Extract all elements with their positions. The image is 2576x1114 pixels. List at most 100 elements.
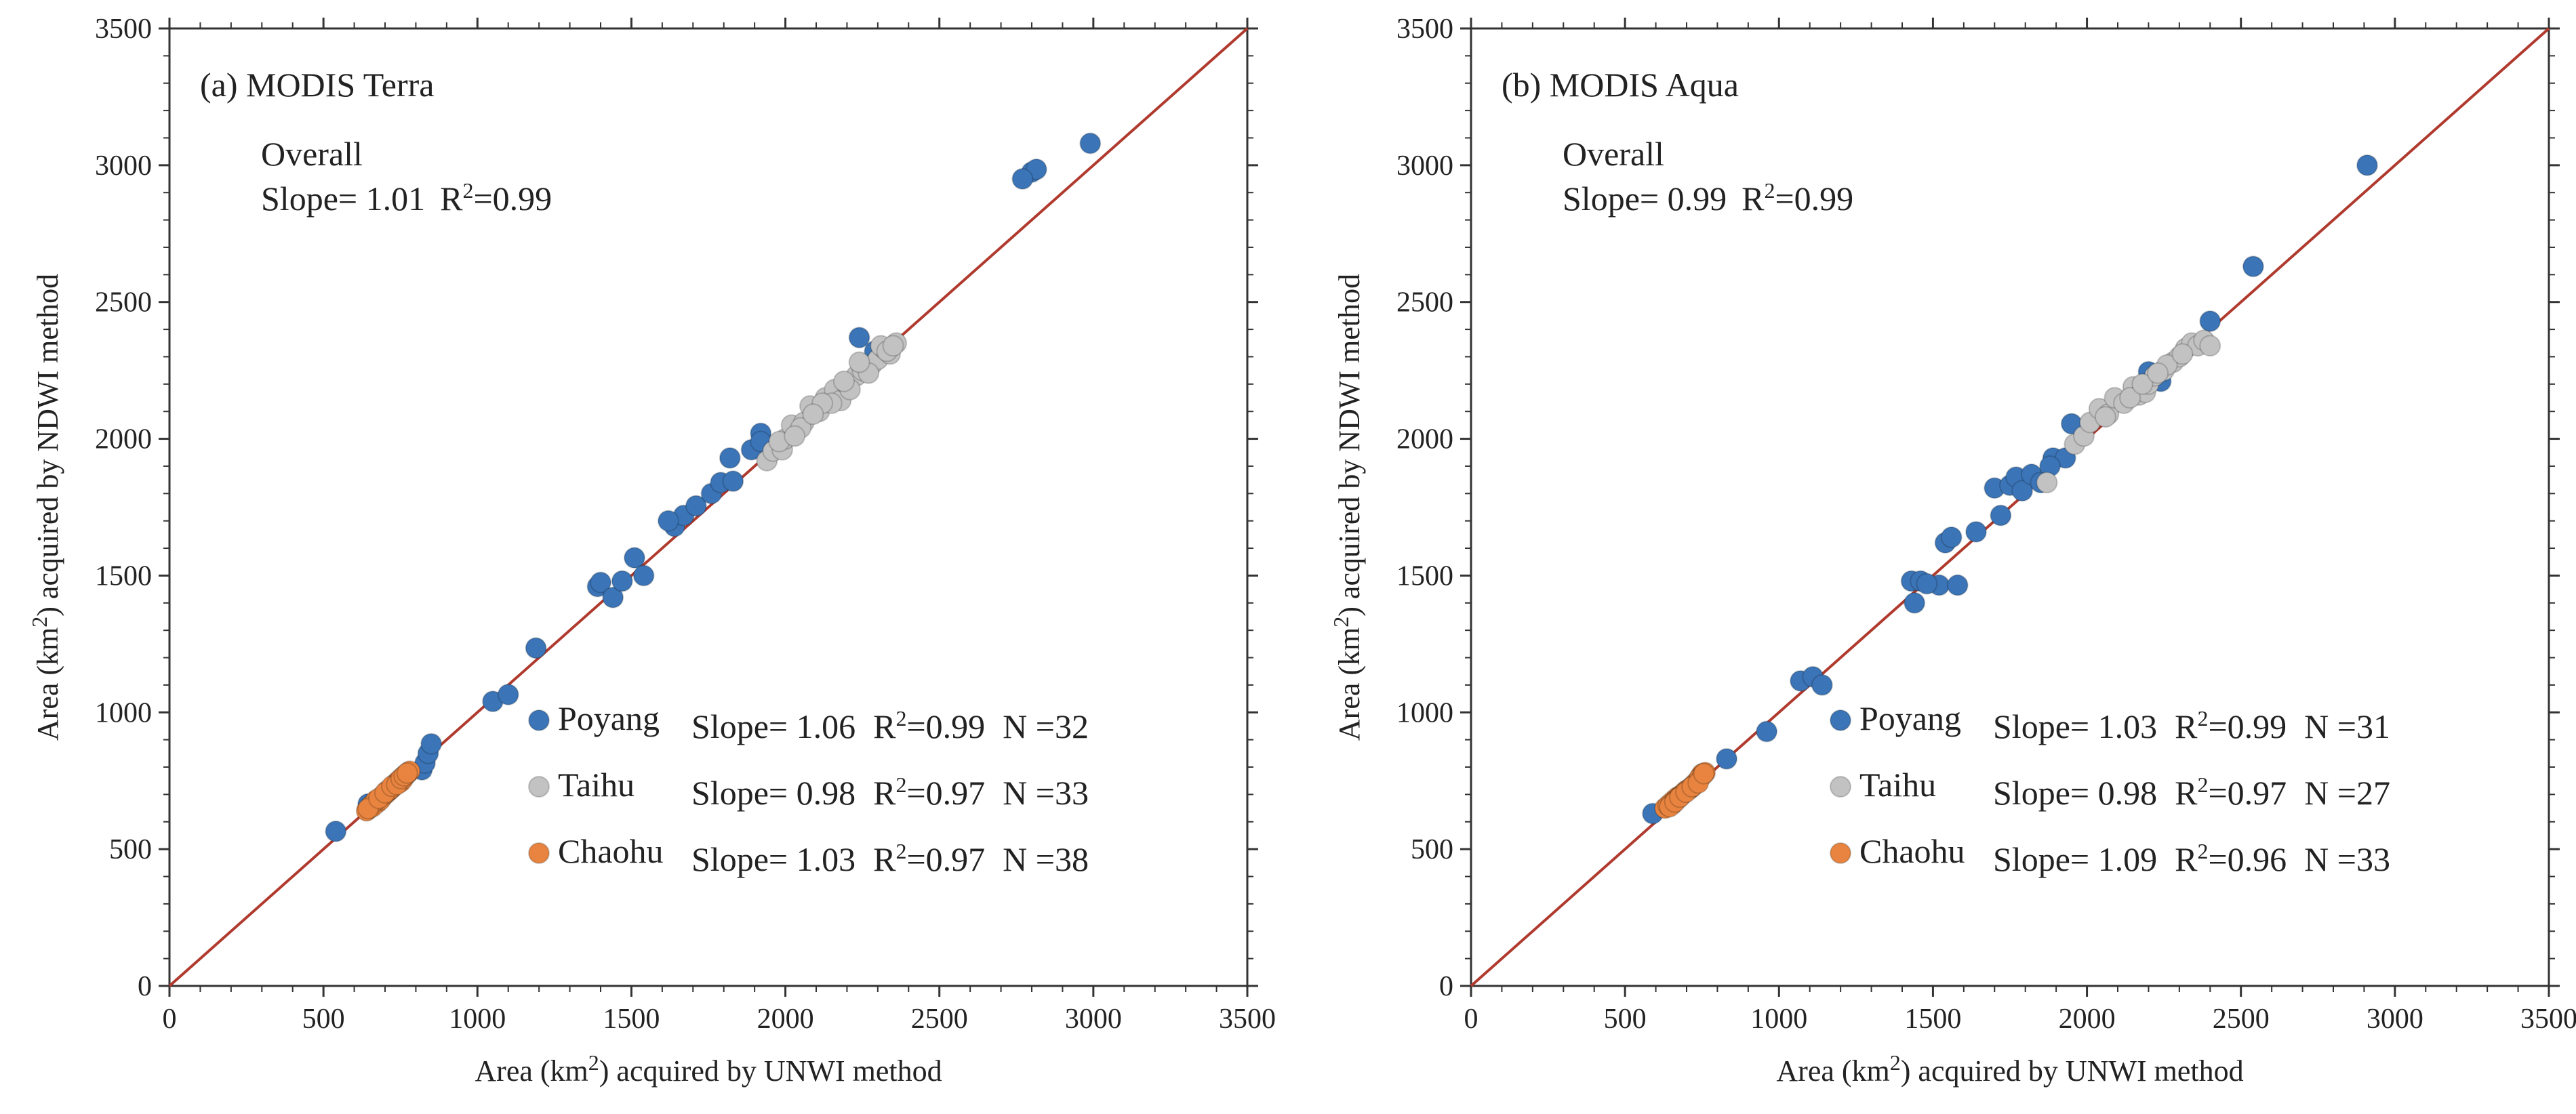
overall-r2: R bbox=[440, 180, 463, 218]
data-point-poyang bbox=[1756, 720, 1778, 743]
series-n: N =33 bbox=[2304, 840, 2390, 878]
series-r2-value: =0.99 bbox=[906, 707, 985, 745]
series-slope: Slope= 0.98 bbox=[1993, 774, 2157, 812]
data-point-poyang bbox=[1904, 592, 1926, 614]
x-tick-label: 1500 bbox=[1904, 1004, 1961, 1035]
x-axis-title-superscript: 2 bbox=[588, 1050, 599, 1075]
series-n: N =33 bbox=[1003, 774, 1089, 812]
series-r2: R bbox=[873, 774, 896, 812]
x-axis-title-superscript: 2 bbox=[1890, 1050, 1901, 1075]
x-tick-label: 500 bbox=[1604, 1004, 1647, 1035]
x-tick-label: 1500 bbox=[603, 1004, 660, 1035]
data-point-poyang bbox=[632, 564, 655, 587]
data-point-poyang bbox=[722, 470, 744, 493]
y-tick-label: 3000 bbox=[95, 150, 152, 182]
data-point-poyang bbox=[1079, 132, 1102, 154]
x-tick-label: 2000 bbox=[757, 1004, 814, 1035]
series-r2-value: =0.97 bbox=[906, 774, 985, 812]
legend-label: Taihu bbox=[1859, 766, 1936, 804]
x-tick-label: 1000 bbox=[1750, 1004, 1807, 1035]
data-point-poyang bbox=[657, 510, 679, 532]
y-tick-label: 0 bbox=[138, 971, 152, 1002]
data-point-poyang bbox=[1946, 574, 1969, 596]
series-stats: Slope= 0.98 R2=0.97 N =27 bbox=[1993, 772, 2390, 812]
series-stats: Slope= 0.98 R2=0.97 N =33 bbox=[691, 772, 1089, 812]
overall-r2-superscript: 2 bbox=[1764, 178, 1775, 203]
data-point-taihu bbox=[2199, 335, 2221, 357]
data-point-poyang bbox=[1916, 573, 1938, 595]
data-point-taihu bbox=[2036, 472, 2058, 494]
series-stats: Slope= 1.03 R2=0.97 N =38 bbox=[691, 839, 1089, 878]
series-chaohu bbox=[355, 760, 421, 822]
y-axis-title-superscript: 2 bbox=[27, 617, 52, 627]
x-tick-label: 2500 bbox=[911, 1004, 968, 1035]
data-point-poyang bbox=[590, 571, 611, 594]
x-tick-label: 3000 bbox=[1065, 1004, 1122, 1035]
series-slope: Slope= 0.98 bbox=[691, 774, 856, 812]
x-tick-label: 0 bbox=[163, 1004, 177, 1035]
one-to-one-line bbox=[1470, 27, 2550, 987]
y-tick-label: 3000 bbox=[1396, 150, 1453, 182]
data-point-poyang bbox=[325, 820, 347, 842]
series-stats: Slope= 1.06 R2=0.99 N =32 bbox=[691, 706, 1089, 745]
legend-item-taihu: Taihu Slope= 0.98 R2=0.97 N =27 bbox=[1830, 766, 2390, 812]
legend-item-taihu: Taihu Slope= 0.98 R2=0.97 N =33 bbox=[528, 766, 1089, 812]
plot-frame bbox=[1470, 27, 2550, 987]
series-slope: Slope= 1.06 bbox=[691, 707, 856, 745]
series-r2-superscript: 2 bbox=[2197, 706, 2208, 730]
series-slope: Slope= 1.03 bbox=[1993, 707, 2157, 745]
legend-marker-poyang bbox=[1830, 709, 1851, 731]
legend-marker-taihu bbox=[1830, 776, 1851, 798]
legend-label: Poyang bbox=[1859, 699, 1961, 737]
series-n: N =38 bbox=[1003, 840, 1089, 878]
panel-title: (b) MODIS Aqua bbox=[1502, 66, 1739, 104]
y-tick-label: 2000 bbox=[1396, 424, 1453, 455]
y-axis-title: Area (km2) acquired by NDWI method bbox=[1329, 274, 1366, 741]
series-n: N =31 bbox=[2304, 707, 2390, 745]
legend-marker-taihu bbox=[528, 776, 550, 798]
x-axis-title: Area (km2) acquired by UNWI method bbox=[475, 1050, 942, 1088]
overall-slope: Slope= 1.01 bbox=[261, 180, 425, 218]
y-tick-label: 1000 bbox=[95, 697, 152, 728]
y-tick-label: 500 bbox=[109, 834, 152, 865]
data-point-poyang bbox=[611, 570, 633, 592]
y-tick-label: 500 bbox=[1411, 834, 1453, 865]
series-slope: Slope= 1.03 bbox=[691, 840, 856, 878]
y-tick-label: 3500 bbox=[1396, 14, 1453, 45]
data-point-poyang bbox=[719, 447, 741, 469]
series-r2-value: =0.99 bbox=[2208, 707, 2287, 745]
tick-group: 00 500 500 1000 1000 1500 1500 2000 2000 2500 2500… bbox=[1396, 14, 2576, 1035]
legend-label: Taihu bbox=[558, 766, 635, 804]
y-axis-title-text-end: ) acquired by NDWI method bbox=[1333, 274, 1366, 617]
series-stats: Slope= 1.03 R2=0.99 N =31 bbox=[1993, 706, 2390, 745]
y-tick-label: 1500 bbox=[1396, 560, 1453, 592]
y-tick-label: 1000 bbox=[1396, 697, 1453, 728]
data-point-poyang bbox=[1990, 504, 2012, 527]
tick-group: 00 500 500 1000 1000 1500 1500 2000 2000 2500 2500… bbox=[95, 14, 1276, 1035]
series-n: N =27 bbox=[2304, 774, 2390, 812]
series-n: N =32 bbox=[1003, 707, 1089, 745]
data-point-poyang bbox=[420, 733, 443, 755]
data-point-taihu bbox=[2171, 343, 2194, 365]
overall-stats: Slope= 0.99 R2=0.99 bbox=[1563, 178, 1853, 218]
x-tick-label: 2500 bbox=[2213, 1004, 2270, 1035]
y-axis-title-text: Area (km bbox=[1333, 627, 1366, 741]
series-taihu bbox=[2036, 329, 2221, 494]
legend-marker-chaohu bbox=[1830, 842, 1851, 864]
series-r2-superscript: 2 bbox=[2197, 772, 2208, 797]
series-slope: Slope= 1.09 bbox=[1993, 840, 2157, 878]
data-point-poyang bbox=[602, 586, 624, 608]
data-point-poyang bbox=[525, 637, 547, 659]
data-point-poyang bbox=[2199, 310, 2221, 332]
series-r2: R bbox=[873, 840, 896, 878]
legend-label: Chaohu bbox=[1859, 832, 1965, 870]
series-r2-superscript: 2 bbox=[2197, 839, 2208, 863]
data-point-taihu bbox=[882, 335, 904, 357]
x-tick-label: 3000 bbox=[2367, 1004, 2423, 1035]
data-point-taihu bbox=[848, 351, 870, 373]
chart-panel-aqua: 00 500 500 1000 1000 1500 1500 2000 2000 2500 2500… bbox=[1329, 14, 2576, 1088]
series-r2-superscript: 2 bbox=[895, 706, 906, 730]
data-point-poyang bbox=[1011, 168, 1034, 190]
y-tick-label: 2000 bbox=[95, 424, 152, 455]
